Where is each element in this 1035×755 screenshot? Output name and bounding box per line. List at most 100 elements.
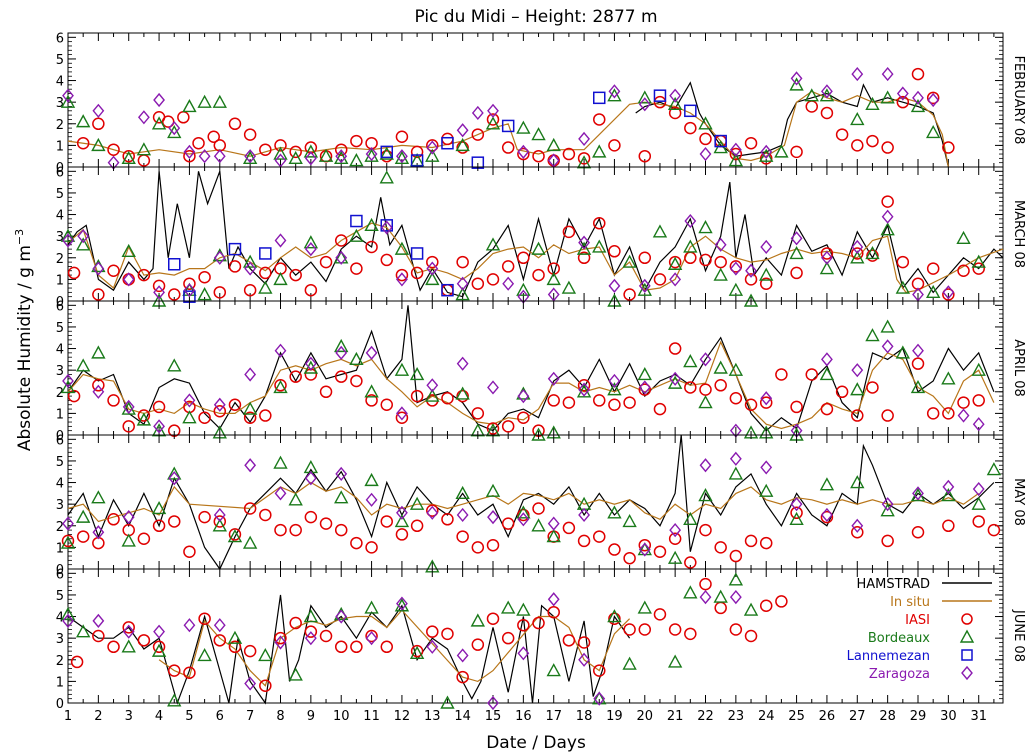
iasi-point: [744, 273, 758, 286]
zaragoza-point: [456, 276, 469, 291]
iasi-point: [684, 251, 697, 265]
bordeaux-point: [197, 647, 212, 662]
x-tick-label: 11: [363, 709, 380, 724]
bordeaux-point: [865, 245, 880, 260]
legend-square-marker: [961, 649, 973, 661]
zaragoza-point: [456, 123, 469, 138]
zaragoza-point: [62, 516, 74, 531]
iasi-point: [122, 273, 135, 286]
lannemezan-point: [410, 247, 424, 260]
bordeaux-point: [318, 148, 334, 162]
iasi-point: [517, 251, 530, 265]
bordeaux-point: [136, 142, 152, 156]
bordeaux-point: [75, 358, 91, 372]
iasi-point: [805, 100, 818, 113]
bordeaux-point: [303, 144, 319, 158]
x-tick-label: 28: [879, 709, 896, 724]
zaragoza-point: [304, 242, 317, 257]
iasi-point: [668, 342, 682, 355]
x-tick-label: 24: [758, 709, 775, 724]
y-tick-label: 5: [56, 455, 64, 470]
month-label: MAY 08: [1011, 478, 1026, 526]
bordeaux-point: [667, 375, 683, 389]
zaragoza-point: [851, 66, 864, 82]
y-tick-label: 0: [56, 697, 64, 712]
bordeaux-point: [121, 639, 136, 653]
y-tick-label: 6: [56, 31, 64, 46]
hamstrad-line: [67, 594, 631, 705]
zaragoza-point: [881, 339, 894, 354]
iasi-point: [957, 264, 970, 277]
iasi-point: [926, 262, 940, 275]
iasi-point: [608, 245, 621, 258]
zaragoza-point: [896, 86, 909, 101]
iasi-point: [547, 605, 560, 619]
zaragoza-point: [198, 149, 211, 164]
iasi-point: [759, 152, 773, 165]
zaragoza-point: [122, 399, 135, 414]
zaragoza-point: [760, 391, 773, 406]
iasi-point: [501, 260, 515, 273]
zaragoza-point: [669, 88, 682, 103]
iasi-point: [653, 402, 667, 416]
iasi-point: [623, 551, 636, 565]
lannemezan-point: [501, 119, 515, 133]
x-tick-label: 9: [307, 709, 315, 724]
svg-text:Absolute Humidity / g m−3: Absolute Humidity / g m−3: [13, 229, 35, 451]
bordeaux-point: [683, 239, 698, 253]
y-tick-label: 5: [56, 53, 64, 68]
zaragoza-point: [684, 213, 697, 229]
iasi-point: [198, 612, 211, 625]
iasi-point: [653, 273, 667, 286]
zaragoza-point: [942, 479, 955, 494]
y-tick-label: 4: [56, 477, 64, 492]
x-tick-label: 4: [155, 709, 163, 724]
bordeaux-point: [485, 237, 501, 251]
y-tick-label: 4: [56, 75, 64, 90]
bordeaux-point: [227, 529, 243, 543]
iasi-point: [608, 612, 621, 625]
iasi-point: [441, 627, 454, 641]
y-tick-label: 1: [56, 407, 64, 422]
iasi-point: [638, 149, 652, 163]
bordeaux-point: [60, 535, 76, 549]
iasi-point: [820, 402, 834, 416]
zaragoza-point: [912, 343, 924, 358]
zaragoza-point: [487, 380, 499, 395]
zaragoza-point: [729, 142, 742, 157]
x-tick-label: 23: [728, 709, 745, 724]
iasi-point: [593, 664, 606, 677]
iasi-point: [177, 111, 190, 124]
x-tick-label: 1: [64, 709, 72, 724]
bordeaux-point: [334, 490, 349, 504]
bordeaux-point: [941, 488, 956, 502]
bordeaux-point: [637, 600, 652, 614]
bordeaux-point: [895, 280, 911, 294]
iasi-point: [714, 601, 727, 615]
zaragoza-point: [304, 471, 317, 486]
bordeaux-point: [622, 513, 637, 528]
iasi-point: [334, 523, 348, 537]
iasi-point: [699, 383, 712, 396]
bordeaux-point: [394, 513, 410, 528]
x-tick-label: 7: [246, 709, 254, 724]
bordeaux-point: [212, 94, 227, 108]
bordeaux-point: [121, 243, 136, 257]
iasi-point: [61, 534, 75, 548]
zaragoza-point: [122, 624, 135, 639]
zaragoza-point: [426, 378, 439, 393]
zaragoza-point: [153, 624, 165, 639]
legend-circle-marker: [961, 613, 973, 625]
lannemezan-point: [228, 242, 242, 256]
iasi-point: [441, 132, 454, 146]
bordeaux-point: [622, 254, 637, 268]
iasi-point: [972, 394, 985, 407]
iasi-point: [395, 528, 409, 541]
zaragoza-point: [517, 389, 530, 404]
iasi-point: [623, 288, 636, 301]
iasi-point: [577, 534, 591, 548]
zaragoza-point: [912, 90, 924, 105]
iasi-point: [668, 532, 682, 545]
iasi-point: [577, 379, 591, 392]
iasi-point: [183, 149, 196, 163]
